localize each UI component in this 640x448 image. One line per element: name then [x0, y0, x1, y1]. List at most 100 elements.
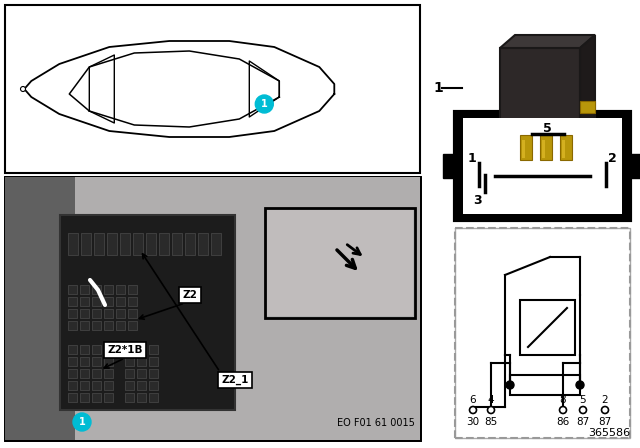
Bar — [137, 381, 146, 390]
Bar — [137, 345, 146, 354]
Bar — [92, 381, 101, 390]
Bar — [630, 154, 640, 178]
Bar — [128, 285, 137, 294]
Bar — [172, 233, 182, 255]
Text: 1: 1 — [433, 81, 443, 95]
Bar — [68, 233, 78, 255]
Bar — [560, 135, 572, 160]
Bar — [116, 321, 125, 330]
Bar — [128, 309, 137, 318]
Bar — [104, 357, 113, 366]
Circle shape — [576, 381, 584, 389]
Bar — [149, 393, 158, 402]
Bar — [80, 357, 89, 366]
Text: 86: 86 — [556, 417, 570, 427]
Circle shape — [488, 406, 495, 414]
Bar — [104, 297, 113, 306]
Bar — [125, 345, 134, 354]
Bar — [80, 309, 89, 318]
Circle shape — [579, 406, 586, 414]
Text: Z2: Z2 — [182, 290, 197, 300]
Bar — [463, 118, 622, 214]
Bar — [68, 297, 77, 306]
Text: 87: 87 — [598, 417, 612, 427]
Bar — [137, 357, 146, 366]
Bar — [68, 309, 77, 318]
Polygon shape — [75, 177, 420, 440]
Bar — [80, 393, 89, 402]
Bar — [116, 297, 125, 306]
Bar — [562, 140, 565, 158]
Bar — [5, 5, 420, 173]
Bar — [267, 210, 413, 316]
Bar — [107, 233, 117, 255]
Bar — [80, 345, 89, 354]
Text: 365586: 365586 — [588, 428, 630, 438]
Bar — [116, 285, 125, 294]
Bar — [125, 369, 134, 378]
Bar — [92, 369, 101, 378]
Bar — [80, 369, 89, 378]
Bar — [137, 369, 146, 378]
Bar — [510, 375, 580, 395]
Bar — [580, 101, 595, 113]
Bar — [68, 345, 77, 354]
Polygon shape — [500, 35, 595, 48]
Circle shape — [470, 406, 477, 414]
Bar — [455, 228, 630, 438]
Text: 5: 5 — [580, 395, 586, 405]
Text: 3: 3 — [474, 194, 483, 207]
Text: 2: 2 — [602, 395, 608, 405]
Bar — [149, 345, 158, 354]
Polygon shape — [5, 177, 85, 440]
Bar — [146, 233, 156, 255]
Bar — [92, 345, 101, 354]
Text: 8: 8 — [560, 395, 566, 405]
Bar — [68, 357, 77, 366]
Bar — [68, 369, 77, 378]
Bar — [116, 309, 125, 318]
Circle shape — [20, 86, 26, 91]
Bar — [133, 233, 143, 255]
Bar — [104, 345, 113, 354]
Bar — [520, 135, 532, 160]
Text: Z2*1B: Z2*1B — [108, 345, 143, 355]
Text: 1: 1 — [468, 151, 476, 164]
Bar — [137, 393, 146, 402]
Bar — [5, 177, 420, 440]
Text: 1: 1 — [261, 99, 268, 109]
Text: 85: 85 — [484, 417, 498, 427]
Circle shape — [506, 381, 514, 389]
Text: 2: 2 — [607, 151, 616, 164]
Bar — [104, 309, 113, 318]
Bar — [128, 297, 137, 306]
Bar — [149, 381, 158, 390]
Bar — [68, 321, 77, 330]
Bar — [68, 285, 77, 294]
Text: 6: 6 — [470, 395, 476, 405]
Bar — [104, 321, 113, 330]
Bar — [455, 112, 630, 220]
Bar — [125, 381, 134, 390]
Bar — [443, 154, 455, 178]
Bar — [81, 233, 91, 255]
Bar — [104, 381, 113, 390]
Bar — [128, 321, 137, 330]
Bar — [68, 381, 77, 390]
Polygon shape — [500, 48, 580, 138]
Bar — [149, 357, 158, 366]
Polygon shape — [580, 35, 595, 138]
Bar — [520, 300, 575, 355]
Bar — [522, 140, 525, 158]
Bar — [104, 369, 113, 378]
Bar — [104, 285, 113, 294]
Bar — [540, 135, 552, 160]
Bar — [92, 309, 101, 318]
Bar — [104, 393, 113, 402]
Bar — [68, 393, 77, 402]
Circle shape — [255, 95, 273, 113]
Bar — [542, 140, 545, 158]
Bar — [120, 233, 130, 255]
Text: 4: 4 — [488, 395, 494, 405]
Bar — [92, 285, 101, 294]
